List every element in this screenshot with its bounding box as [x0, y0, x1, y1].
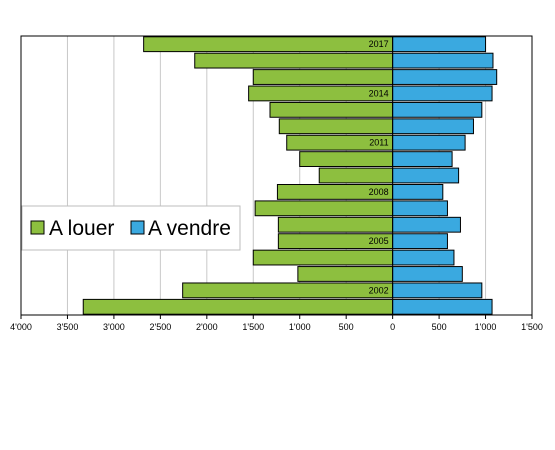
bar-a-vendre-2017 [392, 36, 487, 53]
bar-a-vendre-2016 [392, 52, 494, 69]
bar-a-louer-2009 [318, 167, 394, 184]
x-tick-label: 1'000 [475, 322, 497, 332]
legend-label: A louer [49, 217, 114, 240]
x-tick-label: 1'000 [289, 322, 311, 332]
bar-a-vendre-2006 [392, 216, 461, 233]
x-tick-label: 4'000 [10, 322, 32, 332]
year-label: 2011 [369, 138, 388, 148]
bar-a-louer-2004 [252, 249, 394, 266]
year-labels: 2002 2005 2008 2011 2014 2017 [369, 39, 389, 295]
bar-a-louer-2012 [278, 118, 394, 135]
bars [82, 36, 498, 315]
x-tick-label: 500 [339, 322, 354, 332]
bar-a-louer-2001 [82, 298, 394, 315]
bar-a-vendre-2008 [392, 184, 444, 200]
x-tick-label: 2'000 [196, 322, 218, 332]
bar-a-vendre-2012 [392, 118, 474, 135]
bar-a-louer-2006 [277, 216, 394, 233]
legend-label: A vendre [148, 217, 231, 240]
x-axis: 4'000 3'500 3'000 2'500 2'000 1'500 1'000 500 0 5… [10, 35, 543, 332]
bar-a-louer-2015 [252, 69, 394, 85]
bar-a-louer-2013 [269, 101, 394, 118]
year-label: 2014 [369, 88, 389, 98]
year-label: 2005 [369, 236, 389, 246]
bar-a-vendre-2001 [392, 298, 493, 315]
bar-a-vendre-2003 [392, 266, 463, 282]
bar-a-vendre-2007 [392, 200, 448, 217]
bar-a-vendre-2009 [392, 167, 460, 184]
bar-a-vendre-2013 [392, 101, 483, 118]
x-tick-label: 3'000 [103, 322, 125, 332]
year-label: 2002 [369, 285, 389, 295]
bar-a-vendre-2005 [392, 233, 448, 250]
bar-a-louer-2003 [297, 266, 394, 282]
bar-a-vendre-2004 [392, 249, 455, 266]
bar-a-louer-2007 [254, 200, 394, 217]
year-label: 2017 [369, 39, 389, 49]
bar-a-vendre-2011 [392, 134, 466, 151]
year-label: 2008 [369, 187, 389, 197]
bar-a-vendre-2014 [392, 85, 493, 102]
x-tick-label: 1'500 [521, 322, 543, 332]
legend: A louer A vendre [21, 205, 241, 251]
bar-a-louer-2010 [299, 151, 394, 167]
legend-swatch [130, 220, 145, 235]
x-tick-label: 0 [390, 322, 395, 332]
x-tick-label: 3'500 [57, 322, 79, 332]
bar-a-louer-2016 [194, 52, 394, 69]
bar-a-vendre-2010 [392, 151, 453, 167]
x-tick-label: 500 [432, 322, 447, 332]
bar-a-louer-2002 [182, 282, 394, 299]
bar-a-vendre-2002 [392, 282, 483, 299]
legend-swatch [30, 220, 45, 235]
bar-a-vendre-2015 [392, 69, 498, 85]
plot-frame [20, 35, 533, 316]
bar-a-louer-2017 [143, 36, 394, 53]
x-tick-label: 1'500 [242, 322, 264, 332]
x-tick-label: 2'500 [149, 322, 171, 332]
